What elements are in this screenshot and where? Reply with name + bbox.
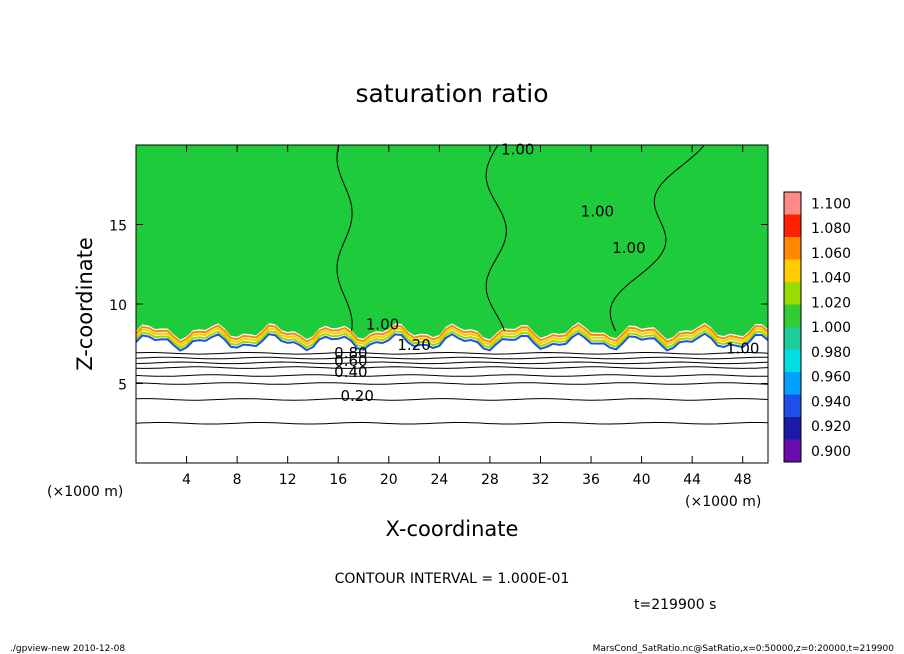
contour-line (485, 144, 507, 332)
contour-line (135, 398, 769, 401)
x-tick-label: 16 (329, 472, 347, 488)
colorbar: 0.900 0.920 0.940 0.960 0.980 1.000 1.020 1.040… (783, 191, 851, 463)
x-axis-label: X-coordinate (386, 517, 519, 541)
contour-lines (135, 144, 769, 425)
contour-label: 1.00 (581, 203, 614, 221)
colorbar-swatch (784, 282, 801, 305)
colorbar-label: 1.100 (811, 196, 851, 212)
colorbar-swatch (784, 327, 801, 350)
cloud-edge-colors (135, 323, 769, 352)
contour-interval-note: CONTOUR INTERVAL = 1.000E-01 (335, 571, 570, 587)
contour-label: 0.40 (334, 363, 367, 381)
colorbar-label: 1.020 (811, 295, 851, 311)
colorbar-label: 1.060 (811, 246, 851, 262)
x-tick-label: 48 (734, 472, 752, 488)
contour-line (135, 356, 768, 360)
contour-line (609, 144, 705, 332)
colorbar-swatch (784, 372, 801, 395)
cloud-edge-line (135, 329, 769, 349)
colorbar-frame (783, 191, 802, 463)
x-tick-label: 28 (481, 472, 499, 488)
footer-right: MarsCond_SatRatio.nc@SatRatio,x=0:50000,… (593, 644, 895, 654)
colorbar-label: 0.940 (811, 394, 851, 410)
contour-line (135, 361, 769, 365)
contour-line (336, 144, 353, 332)
colorbar-swatch (784, 394, 801, 417)
colorbar-label: 1.080 (811, 221, 851, 237)
contour-line (135, 422, 769, 425)
colorbar-label: 1.040 (811, 271, 851, 287)
x-units-label: (×1000 m) (685, 494, 761, 510)
contour-label: 0.80 (334, 344, 367, 362)
x-tick-label: 24 (430, 472, 448, 488)
z-units-label: (×1000 m) (47, 484, 123, 500)
y-axis-label: Z-coordinate (73, 237, 97, 371)
colorbar-swatch (784, 304, 801, 327)
x-tick-label: 8 (233, 472, 242, 488)
colorbar-label: 0.980 (811, 345, 851, 361)
contour-label: 0.20 (340, 387, 373, 405)
contour-label: 1.20 (397, 336, 430, 354)
contour-label: 1.00 (501, 141, 534, 159)
colorbar-label: 1.000 (811, 320, 851, 336)
x-tick-label: 4 (182, 472, 191, 488)
x-tick-label: 44 (683, 472, 701, 488)
y-tick-label: 5 (118, 378, 127, 394)
contour-line (135, 374, 769, 377)
x-tick-label: 32 (532, 472, 550, 488)
contour-label: 1.00 (366, 315, 399, 333)
saturated-region (136, 145, 768, 340)
colorbar-swatch (784, 237, 801, 260)
x-axis-ticks: 4 8 12 16 20 24 28 32 36 40 44 48 (182, 145, 752, 488)
colorbar-swatch (784, 439, 801, 462)
contour-label: 1.00 (612, 239, 645, 257)
y-tick-label: 10 (109, 298, 127, 314)
colorbar-swatch (784, 417, 801, 440)
contour-labels: 1.00 1.00 1.00 1.00 1.20 0.800.600.40 0.20 1.00 (334, 141, 759, 405)
x-tick-label: 40 (633, 472, 651, 488)
colorbar-swatch (784, 349, 801, 372)
chart-title: saturation ratio (355, 79, 548, 108)
cloud-edge-line (135, 326, 769, 347)
colorbar-swatch (784, 192, 801, 215)
x-tick-label: 36 (582, 472, 600, 488)
colorbar-label: 0.920 (811, 419, 851, 435)
y-tick-label: 15 (109, 219, 127, 235)
x-tick-label: 12 (279, 472, 297, 488)
time-label: t=219900 s (634, 597, 716, 613)
x-tick-label: 20 (380, 472, 398, 488)
footer-left: ./gpview-new 2010-12-08 (10, 644, 125, 654)
colorbar-swatch (784, 259, 801, 282)
contour-line (135, 382, 769, 385)
colorbar-label: 0.960 (811, 370, 851, 386)
contour-label: 0.60 (334, 352, 367, 370)
contour-line (135, 366, 769, 369)
plot-area: 1.001.001.001.001.200.800.600.400.201.00… (109, 141, 769, 488)
y-axis-ticks: 5 10 15 (109, 219, 768, 394)
contour-line (135, 351, 769, 355)
colorbar-swatch (784, 214, 801, 237)
cloud-edge-line (135, 323, 769, 344)
cloud-edge-line (135, 332, 769, 352)
contour-label: 1.00 (726, 339, 759, 357)
colorbar-label: 0.900 (811, 444, 851, 460)
